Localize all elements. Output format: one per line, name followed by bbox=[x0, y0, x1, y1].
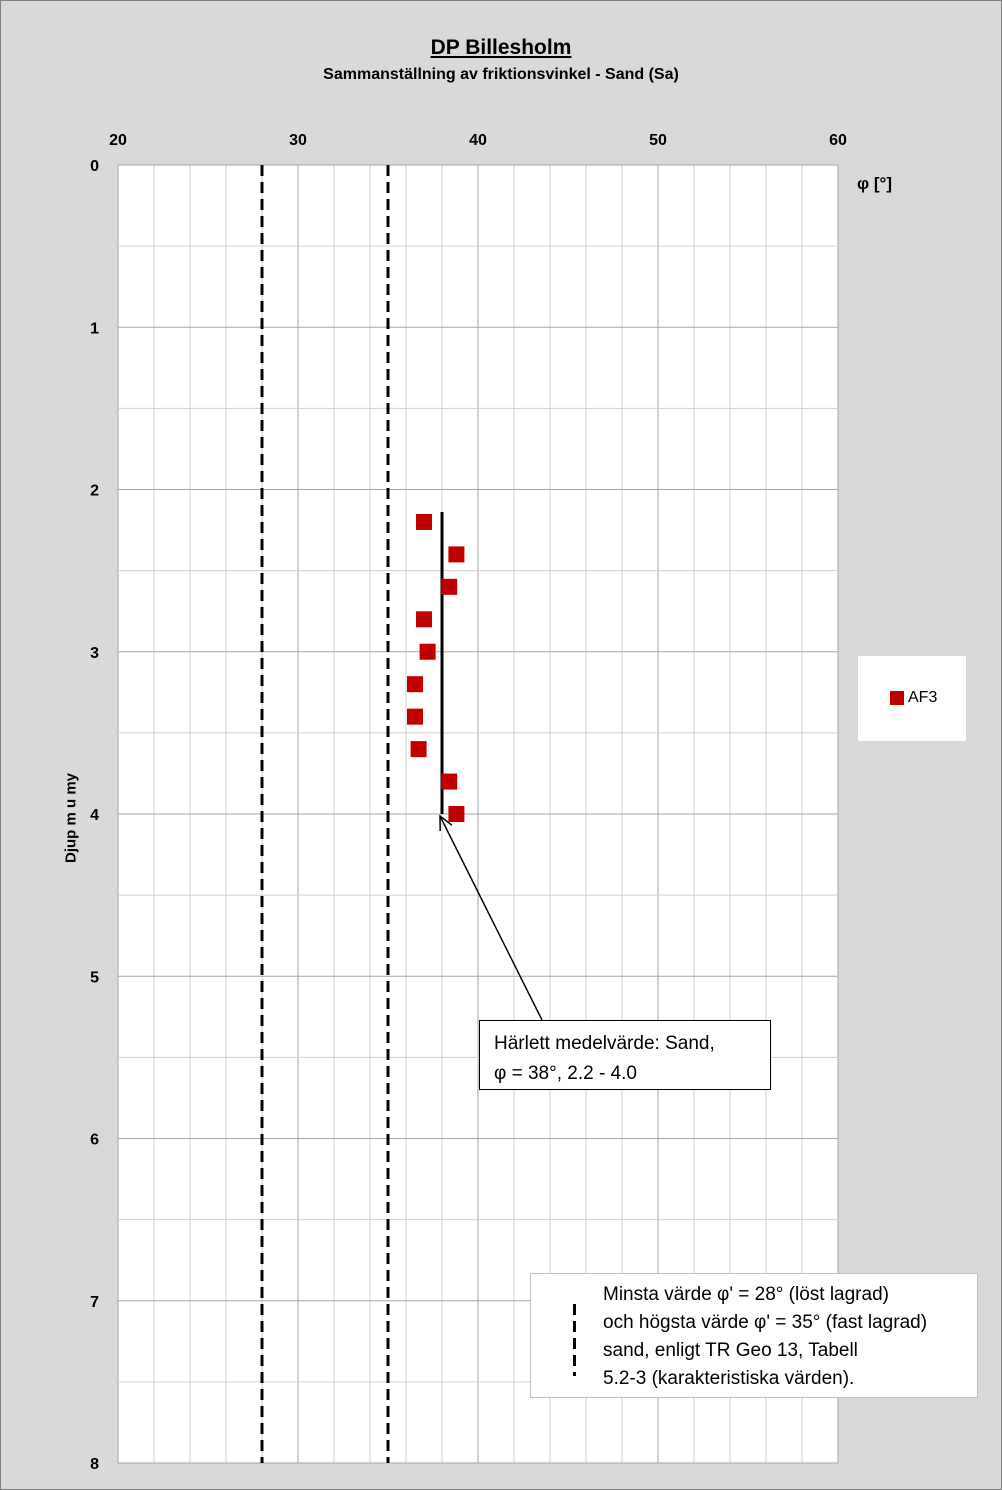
dashed-line-legend-icon bbox=[573, 1304, 576, 1376]
callout-arrow-head bbox=[439, 814, 453, 832]
data-point bbox=[416, 611, 432, 628]
data-point bbox=[410, 741, 427, 758]
y-tick-label: 3 bbox=[90, 645, 99, 662]
data-point bbox=[407, 708, 423, 725]
callout-arrow-line bbox=[439, 815, 543, 1021]
legend-label-af3: AF3 bbox=[908, 689, 938, 706]
data-point bbox=[407, 676, 423, 693]
note-text: Minsta värde φ' = 28° (löst lagrad) och … bbox=[603, 1281, 973, 1393]
note-line-3: sand, enligt TR Geo 13, Tabell bbox=[603, 1340, 858, 1361]
x-tick-label: 60 bbox=[829, 132, 847, 149]
x-tick-label: 50 bbox=[649, 132, 667, 149]
y-tick-label: 8 bbox=[90, 1456, 99, 1473]
data-point bbox=[419, 643, 436, 660]
y-tick-label: 1 bbox=[90, 320, 99, 337]
y-tick-label: 2 bbox=[90, 483, 99, 500]
x-tick-label: 40 bbox=[469, 132, 487, 149]
y-tick-label: 0 bbox=[90, 158, 99, 175]
callout-line-1: Härlett medelvärde: Sand, bbox=[494, 1033, 715, 1054]
data-point bbox=[416, 513, 432, 530]
y-tick-label: 5 bbox=[90, 969, 99, 986]
mean-value-callout: Härlett medelvärde: Sand, φ = 38°, 2.2 -… bbox=[479, 1020, 771, 1090]
data-point bbox=[441, 578, 458, 595]
reference-note: Minsta värde φ' = 28° (löst lagrad) och … bbox=[530, 1273, 978, 1398]
chart-title: DP Billesholm bbox=[430, 36, 572, 59]
y-tick-label: 6 bbox=[90, 1132, 99, 1149]
note-line-4: 5.2-3 (karakteristiska värden). bbox=[603, 1368, 855, 1389]
note-line-1: Minsta värde φ' = 28° (löst lagrad) bbox=[603, 1284, 889, 1305]
data-point bbox=[441, 773, 458, 790]
x-tick-label: 30 bbox=[289, 132, 307, 149]
legend-swatch-af3 bbox=[890, 691, 904, 705]
data-point bbox=[448, 546, 465, 563]
y-tick-label: 4 bbox=[90, 807, 99, 824]
legend: AF3 bbox=[858, 656, 966, 741]
y-tick-label: 7 bbox=[90, 1294, 99, 1311]
x-axis-label: φ [°] bbox=[857, 174, 893, 193]
data-point bbox=[448, 806, 465, 822]
note-line-2: och högsta värde φ' = 35° (fast lagrad) bbox=[603, 1312, 928, 1333]
chart-subtitle: Sammanställning av friktionsvinkel - San… bbox=[323, 66, 679, 83]
callout-line-2: φ = 38°, 2.2 - 4.0 bbox=[494, 1063, 637, 1084]
x-tick-label: 20 bbox=[109, 132, 127, 149]
